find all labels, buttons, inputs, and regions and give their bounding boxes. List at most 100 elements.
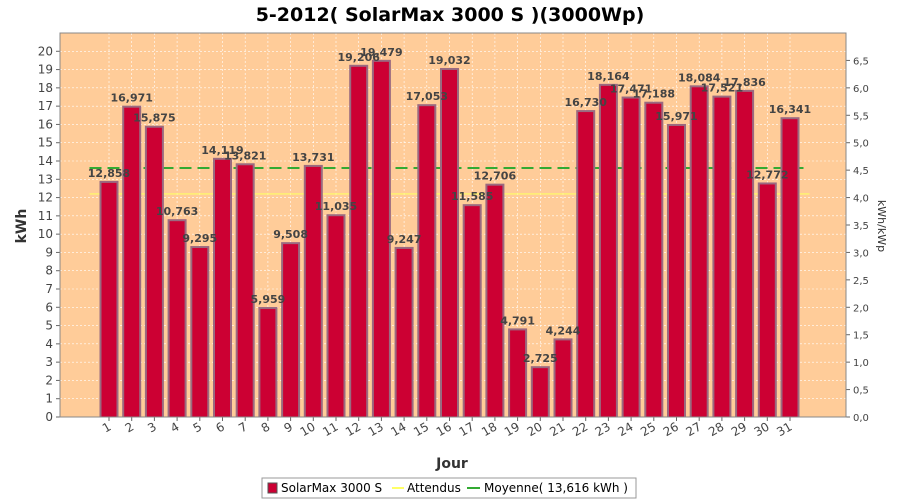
x-axis-label: Jour xyxy=(435,456,468,472)
x-tick-label: 16 xyxy=(434,419,454,439)
bar xyxy=(373,61,389,418)
x-tick-label: 22 xyxy=(570,419,590,439)
y-tick-label: 5 xyxy=(45,319,53,333)
x-tick-label: 12 xyxy=(343,419,363,439)
bar-value-label: 17,188 xyxy=(633,88,675,101)
bar xyxy=(237,165,253,417)
bar-value-label: 13,821 xyxy=(224,149,266,162)
bar xyxy=(759,184,775,417)
x-tick-label: 9 xyxy=(281,419,295,435)
bar-value-label: 11,035 xyxy=(315,200,357,213)
bar xyxy=(669,125,684,417)
bar xyxy=(555,340,571,417)
bar xyxy=(101,182,117,417)
y-tick-label: 6 xyxy=(45,300,53,314)
chart-title: 5-2012( SolarMax 3000 S )(3000Wp) xyxy=(256,4,645,26)
y-axis-label: kWh xyxy=(14,209,30,244)
bar-value-label: 14,119 xyxy=(201,144,243,157)
y-right-tick-label: 0,0 xyxy=(853,413,869,424)
bar xyxy=(283,244,299,417)
bar-value-label: 19,032 xyxy=(428,54,470,67)
y-axis-right-label: kWh/kWp xyxy=(875,200,888,252)
y-tick-label: 7 xyxy=(45,282,53,296)
y-tick-label: 11 xyxy=(38,209,53,223)
bar-value-label: 12,772 xyxy=(746,168,788,181)
bar xyxy=(351,66,367,418)
x-tick-label: 19 xyxy=(502,419,522,439)
y-tick-label: 17 xyxy=(38,99,53,113)
y-tick-label: 0 xyxy=(45,410,53,424)
y-right-tick-label: 1,5 xyxy=(853,331,869,342)
y-tick-label: 16 xyxy=(38,117,53,131)
legend-label-attendus: Attendus xyxy=(407,481,461,495)
x-tick-label: 31 xyxy=(774,419,794,439)
bar xyxy=(646,103,662,417)
bar xyxy=(578,112,594,417)
y-right-tick-label: 0,5 xyxy=(853,386,869,397)
bar-value-label: 9,247 xyxy=(387,233,422,246)
bar xyxy=(215,159,230,417)
y-tick-label: 9 xyxy=(45,245,53,259)
legend-label-moyenne: Moyenne( 13,616 kWh ) xyxy=(484,481,628,495)
x-tick-label: 21 xyxy=(547,419,567,439)
y-tick-label: 8 xyxy=(45,264,53,278)
bar-value-label: 10,763 xyxy=(156,205,198,218)
y-tick-label: 19 xyxy=(38,63,53,77)
bar-value-label: 19,479 xyxy=(360,46,402,59)
bar xyxy=(600,85,616,418)
y-tick-label: 12 xyxy=(38,191,53,205)
bar xyxy=(532,368,548,417)
axis-frame xyxy=(59,32,847,418)
y-tick-label: 20 xyxy=(38,44,53,58)
y-right-tick-label: 2,5 xyxy=(853,276,869,287)
y-right-tick-label: 3,5 xyxy=(853,221,869,232)
bar-value-label: 19,206 xyxy=(337,51,380,64)
bar xyxy=(691,87,707,418)
x-tick-label: 15 xyxy=(411,419,431,439)
bar xyxy=(464,206,480,417)
bar xyxy=(192,248,208,417)
bars xyxy=(99,59,800,418)
bar xyxy=(146,127,162,417)
y-right-tick-label: 2,0 xyxy=(853,303,869,314)
plot-border xyxy=(59,32,847,418)
y-tick-label: 13 xyxy=(38,172,53,186)
bar-value-label: 4,244 xyxy=(546,324,581,337)
x-tick-label: 24 xyxy=(615,419,635,439)
bar xyxy=(169,221,185,417)
bar xyxy=(328,216,344,417)
x-tick-label: 13 xyxy=(366,419,386,439)
bar-value-label: 4,791 xyxy=(500,314,535,327)
y-right-tick-label: 4,5 xyxy=(853,166,869,177)
bar-value-label: 17,836 xyxy=(723,76,766,89)
bar xyxy=(623,98,639,418)
y-tick-label: 15 xyxy=(38,136,53,150)
x-axis-ticks: 1 2 3 4 5 6 7 8 9 10 11 12 13 14 15 16 17 18 19 20 21 22 23 24 2… xyxy=(100,417,795,439)
y-tick-label: 14 xyxy=(38,154,53,168)
y-axis-right-ticks: 0,0 0,5 1,0 1,5 2,0 2,5 3,0 3,5 4,0 4,5 5,0 5,5 6,0 6… xyxy=(846,56,869,424)
x-tick-label: 30 xyxy=(752,419,772,439)
x-tick-label: 29 xyxy=(729,419,749,439)
bar-value-label: 16,730 xyxy=(564,96,607,109)
bar xyxy=(396,248,412,417)
bar xyxy=(737,91,753,417)
bar-value-label: 16,971 xyxy=(110,92,152,105)
x-tick-label: 6 xyxy=(213,419,227,435)
bar xyxy=(124,107,140,417)
legend-label-solarmax: SolarMax 3000 S xyxy=(281,481,382,495)
legend: SolarMax 3000 S Attendus Moyenne( 13,616… xyxy=(261,477,637,499)
bar-value-label: 13,731 xyxy=(292,151,334,164)
y-tick-label: 10 xyxy=(38,227,53,241)
bar-value-label: 15,875 xyxy=(133,112,175,125)
bar-value-label: 17,521 xyxy=(701,82,743,95)
y-right-tick-label: 5,0 xyxy=(853,139,869,150)
x-tick-label: 23 xyxy=(593,419,613,439)
bar-value-label: 12,706 xyxy=(474,170,517,183)
y-right-tick-label: 5,5 xyxy=(853,111,869,122)
x-tick-label: 3 xyxy=(145,419,159,435)
bar xyxy=(714,97,730,417)
bar-value-label: 9,508 xyxy=(273,228,308,241)
bar-value-label: 16,341 xyxy=(769,103,811,116)
y-tick-label: 4 xyxy=(45,337,53,351)
